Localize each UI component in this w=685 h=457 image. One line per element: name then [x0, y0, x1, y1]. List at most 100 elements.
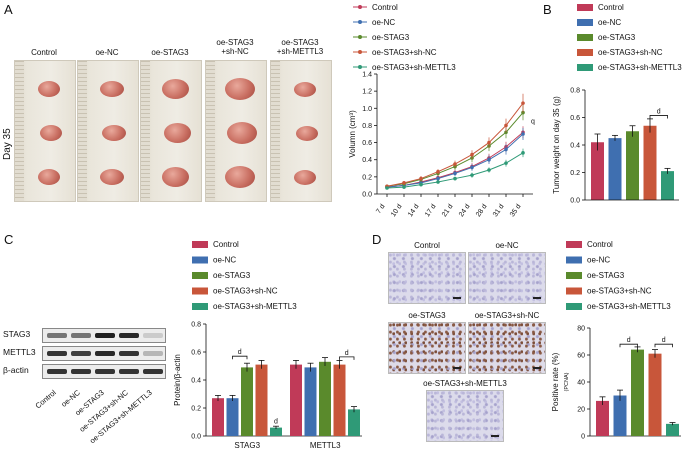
tumor [40, 125, 62, 141]
photo-label: oe-NC [95, 48, 119, 57]
tumor [100, 169, 124, 185]
bar [226, 398, 239, 436]
ruler [206, 61, 215, 201]
legend-swatch [566, 303, 582, 310]
legend-swatch [192, 256, 208, 264]
data-point [487, 140, 491, 145]
x-tick-label: 7 d [375, 203, 386, 215]
tumor-weight-bar-chart: Control oe-NC oe-STAG3 oe-STAG3+sh-NC oe-STA… [552, 3, 682, 205]
legend-swatch [192, 272, 208, 279]
panel-label-a: A [4, 2, 13, 17]
ihc-image [468, 252, 546, 304]
significance-label: d [657, 108, 661, 115]
x-category-label: STAG3 [234, 441, 260, 450]
data-point [470, 165, 474, 170]
legend-label: Control [372, 3, 398, 12]
data-point [521, 132, 525, 136]
y-tick-label: 0.0 [362, 192, 372, 199]
y-tick-label: 60 [577, 353, 585, 360]
legend-label: oe-NC [598, 18, 621, 27]
y-tick-label: 0.2 [191, 406, 201, 413]
legend-swatch [192, 303, 208, 310]
y-axis-label: Volumn (cm³) [348, 110, 357, 158]
legend-swatch [566, 272, 582, 279]
significance-label: d [274, 418, 278, 425]
legend-label: oe-STAG3+sh-METTL3 [372, 63, 456, 72]
bar [613, 395, 627, 436]
y-tick-label: 0.2 [362, 174, 372, 181]
blot-band [95, 351, 115, 356]
y-tick-label: 0.4 [570, 143, 580, 150]
significance-label: d [662, 337, 666, 344]
scale-bar [533, 367, 541, 369]
tumor-photo [77, 60, 139, 202]
tumor [102, 125, 126, 141]
legend-swatch [577, 64, 593, 71]
y-axis-label: Protein/β-actin [173, 354, 182, 406]
tumor [225, 166, 255, 188]
tumor [38, 81, 60, 97]
legend-label: oe-STAG3 [587, 271, 625, 280]
blot-band [143, 333, 163, 338]
blot-band [119, 369, 139, 374]
y-tick-label: 0.0 [191, 434, 201, 441]
legend-marker [358, 50, 362, 54]
significance-label: d [345, 350, 349, 357]
bar [255, 364, 268, 436]
blot-band [71, 369, 91, 374]
legend-label: oe-STAG3+sh-NC [587, 287, 652, 296]
x-tick-label: 21 d [441, 203, 455, 218]
legend-swatch [577, 34, 593, 41]
blot-band [47, 351, 67, 356]
x-tick-label: 28 d [475, 203, 489, 218]
ruler [78, 61, 87, 201]
tumor [163, 123, 191, 143]
tumor-photo [14, 60, 76, 202]
bar [608, 138, 622, 200]
y-tick-label: 0.0 [570, 198, 580, 205]
legend-swatch [566, 256, 582, 264]
legend-label: Control [598, 3, 624, 12]
photo-label: Control [31, 48, 57, 57]
data-point [487, 168, 491, 172]
blot-band [95, 333, 115, 338]
y-tick-label: 0.4 [362, 157, 372, 164]
tumor-photo [205, 60, 267, 202]
legend-swatch [577, 49, 593, 56]
legend-marker [358, 35, 362, 39]
scale-bar [491, 435, 499, 437]
x-category-label: METTL3 [310, 441, 341, 450]
panel-label-d: D [372, 232, 382, 247]
lane-label: Control [33, 388, 58, 411]
data-point [521, 101, 525, 105]
legend-swatch [566, 241, 582, 248]
tumor-photo-panel: Day 35 Control oe-NC oe-STAG3 oe-STAG3 +sh-… [0, 0, 340, 215]
scale-bar [453, 367, 461, 369]
ihc-image [426, 390, 504, 442]
legend-swatch [577, 4, 593, 11]
legend-label: oe-STAG3 [213, 271, 251, 280]
blot-band [71, 333, 91, 338]
tumor [294, 81, 316, 97]
y-tick-label: 1.2 [362, 89, 372, 96]
blot-band [119, 333, 139, 338]
data-point [504, 161, 508, 165]
significance-label: d [238, 349, 242, 356]
ihc-label: oe-STAG3 [408, 311, 446, 320]
data-point [385, 186, 389, 190]
legend-label: oe-STAG3+sh-NC [598, 48, 663, 57]
blot-label: β-actin [3, 365, 29, 375]
significance-bracket [232, 355, 248, 360]
bar [666, 423, 679, 436]
bar [212, 398, 224, 436]
blot-label: STAG3 [3, 329, 31, 339]
data-point [453, 171, 457, 176]
blot-strip [42, 346, 166, 361]
ruler [271, 61, 280, 201]
legend-swatch [577, 19, 593, 26]
bar [591, 142, 604, 200]
legend-marker [358, 5, 362, 9]
x-tick-label: 31 d [492, 203, 506, 218]
bar [304, 367, 317, 436]
legend-label: oe-STAG3 [372, 33, 410, 42]
